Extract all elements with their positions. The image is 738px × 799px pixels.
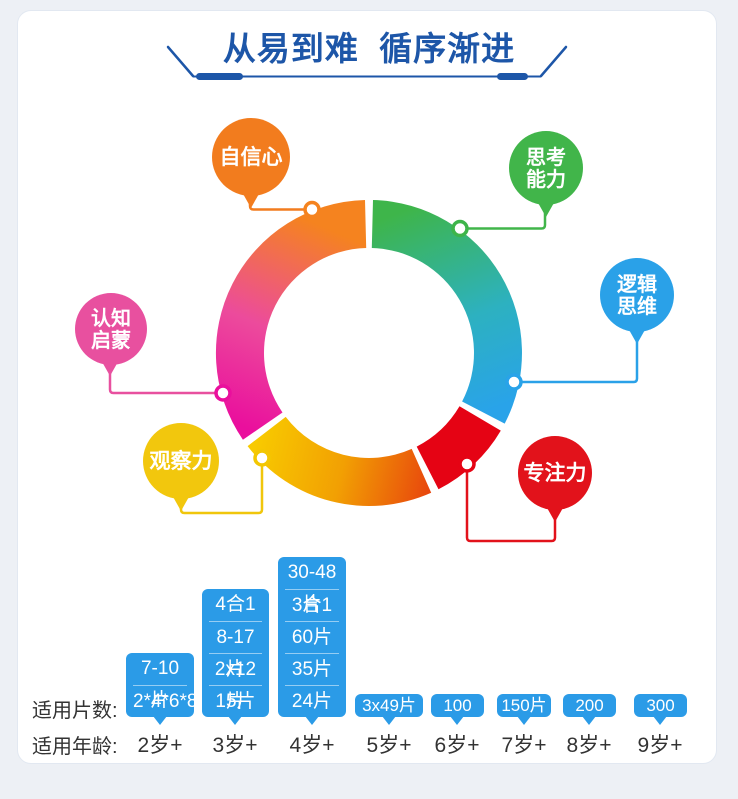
piece-value: 150片 — [501, 696, 547, 715]
bubble-focus: 专注力 — [518, 436, 592, 522]
connector-lines — [108, 192, 639, 543]
bubble-circle — [509, 131, 583, 205]
piece-value: 30-48片 — [287, 562, 337, 615]
dot-self-confidence — [303, 200, 321, 219]
piece-bar-age2: 7-10片 2*4*6*8片 — [126, 653, 197, 744]
donut-piece-orange-magenta — [215, 200, 367, 440]
dot-logical-thinking — [505, 373, 523, 391]
piece-value: 7-10片 — [140, 658, 180, 711]
piece-bar-age3: 4合1 8-17片 2x12片 15片 — [202, 589, 269, 717]
age-label-3: 3岁+ — [212, 734, 258, 757]
piece-value: 200片 — [575, 696, 604, 738]
bubble-circle — [212, 118, 290, 196]
dot-observation — [253, 449, 271, 467]
piece-value: 35片 — [285, 653, 339, 685]
dot-cognitive-enlightenment — [214, 384, 232, 402]
bar-pointer — [228, 716, 242, 725]
connector-focus — [465, 471, 557, 543]
piece-bar-age7: 150片 — [497, 694, 551, 717]
piece-value: 2*4*6*8片 — [133, 685, 197, 744]
bubble-tail — [172, 495, 190, 511]
bubble-label-cognitive-line1: 认知 — [91, 306, 131, 330]
piece-value: 60片 — [285, 621, 339, 653]
donut-piece-red — [416, 406, 501, 490]
bar-pointer — [517, 716, 531, 725]
bubble-cognitive-enlightenment: 认知 启蒙 — [75, 293, 147, 376]
age-label-7: 7岁+ — [501, 734, 547, 757]
piece-bar-age5: 3x49片 — [355, 694, 423, 717]
content-card — [17, 10, 717, 764]
piece-value: 100片 — [443, 696, 472, 738]
bubble-tail — [537, 201, 555, 217]
bubble-thinking-ability: 思考 能力 — [509, 131, 583, 217]
age-row-label: 适用年龄: — [32, 736, 118, 758]
connector-logical-thinking — [521, 328, 639, 384]
donut-piece-green-blue — [371, 200, 522, 424]
bubble-label-cognitive-line2: 启蒙 — [91, 328, 131, 352]
age-label-8: 8岁+ — [566, 734, 612, 757]
age-label-2: 2岁+ — [137, 734, 183, 757]
piece-bar-age6: 100片 — [431, 694, 484, 738]
bubble-observation: 观察力 — [143, 423, 219, 511]
connector-observation — [179, 465, 264, 515]
age-label-5: 5岁+ — [366, 734, 412, 757]
connector-self-confidence — [248, 192, 305, 211]
bubble-logical-thinking: 逻辑 思维 — [600, 258, 674, 344]
connector-cognitive-enlightenment — [108, 360, 217, 395]
bubble-self-confidence: 自信心 — [212, 118, 290, 208]
page-title: 从易到难 循序渐进 — [222, 30, 516, 67]
bubble-label-logical-line2: 思维 — [617, 294, 657, 318]
bar-pointer — [153, 716, 167, 725]
piece-value: 24片 — [285, 685, 339, 717]
piece-value: 15片 — [209, 685, 262, 717]
title-underline-decoration — [166, 45, 568, 80]
bar-pointer — [305, 716, 319, 725]
piece-value: 300片 — [646, 696, 675, 738]
bar-pointer — [653, 716, 667, 725]
dot-focus — [458, 455, 476, 473]
bubble-label-thinking-line1: 思考 — [526, 145, 566, 169]
ring-anchor-dots — [214, 200, 523, 473]
piece-bar-age4: 30-48片 3合1 60片 35片 24片 — [278, 557, 346, 717]
bubble-circle — [518, 436, 592, 510]
bubble-label-self-confidence: 自信心 — [220, 145, 283, 169]
bubble-label-focus: 专注力 — [524, 461, 587, 485]
dot-thinking-ability — [451, 219, 469, 238]
bar-pointer — [450, 716, 464, 725]
donut-piece-yellow-orange — [247, 416, 432, 507]
piece-bar-age9: 300片 — [634, 694, 687, 738]
piece-value: 3x49片 — [362, 696, 416, 715]
piece-value: 3合1 — [285, 589, 339, 621]
connector-thinking-ability — [467, 200, 547, 230]
pieces-row-label: 适用片数: — [32, 700, 118, 722]
bubble-tail — [242, 192, 260, 208]
bubble-label-thinking-line2: 能力 — [526, 167, 566, 191]
piece-value: 2x12片 — [209, 653, 262, 712]
donut-ring — [215, 200, 522, 507]
bubble-circle — [600, 258, 674, 332]
piece-value: 4合1 — [215, 594, 256, 615]
bubble-label-observation: 观察力 — [150, 449, 213, 473]
bar-pointer — [582, 716, 596, 725]
piece-bar-age8: 200片 — [563, 694, 616, 738]
bubble-tail — [546, 506, 564, 522]
bar-pointer — [382, 716, 396, 725]
bubble-tail — [628, 328, 646, 344]
bubble-label-logical-line1: 逻辑 — [617, 272, 657, 296]
piece-value: 8-17片 — [209, 621, 262, 680]
age-label-4: 4岁+ — [289, 734, 335, 757]
age-label-9: 9岁+ — [637, 734, 683, 757]
bubble-circle — [75, 293, 147, 365]
age-label-6: 6岁+ — [434, 734, 480, 757]
bubble-circle — [143, 423, 219, 499]
